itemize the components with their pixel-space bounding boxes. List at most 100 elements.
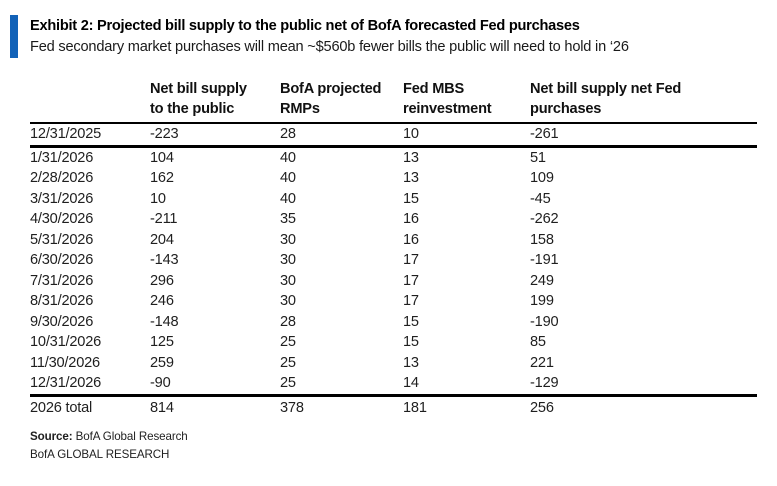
source-text: BofA Global Research (72, 429, 188, 443)
col-header-net-bill-supply-net-fed: Net bill supply net Fed purchases (530, 79, 757, 124)
table-row: 12/31/2026 -90 25 14 -129 (30, 373, 757, 395)
table-row: 12/31/2025 -223 28 10 -261 (30, 123, 757, 148)
row-value: 40 (280, 149, 296, 166)
total-value: 256 (530, 393, 757, 419)
row-date: 6/30/2026 (30, 252, 94, 268)
exhibit-page: Exhibit 2: Projected bill supply to the … (0, 15, 777, 486)
table-body: 12/31/2025 -223 28 10 -261 1/31/2026 104 40 13 51… (30, 123, 757, 395)
row-value: 28 (280, 123, 403, 148)
table-row: 4/30/2026 -211 35 16 -262 (30, 209, 757, 230)
row-value: 51 (530, 149, 546, 166)
row-value: 13 (403, 149, 419, 166)
row-value: 40 (280, 190, 296, 207)
row-value: 246 (150, 293, 174, 309)
row-value: 221 (530, 354, 554, 371)
row-date: 4/30/2026 (30, 211, 94, 227)
row-value: 10 (403, 123, 530, 148)
row-value: 125 (150, 334, 174, 350)
row-value: 14 (403, 375, 419, 391)
row-value: 259 (150, 354, 174, 371)
table-row: 9/30/2026 -148 28 15 -190 (30, 312, 757, 333)
row-date: 12/31/2026 (30, 375, 102, 391)
row-value: 85 (530, 334, 546, 350)
row-date: 10/31/2026 (30, 334, 102, 350)
row-date: 11/30/2026 (30, 354, 100, 371)
source-line: Source: BofA Global Research (30, 428, 777, 446)
table-row: 2/28/2026 162 40 13 109 (30, 168, 757, 189)
table-row: 5/31/2026 204 30 16 158 (30, 230, 757, 251)
total-label: 2026 total (30, 393, 150, 419)
row-value: 104 (150, 149, 174, 166)
col-header-net-bill-supply-public: Net bill supply to the public (150, 79, 280, 124)
row-value: -223 (150, 123, 280, 148)
row-value: 249 (530, 272, 554, 289)
row-value: -129 (530, 375, 559, 391)
row-value: 16 (403, 231, 419, 248)
row-value: -191 (530, 252, 559, 268)
row-value: -90 (150, 375, 171, 391)
row-value: -45 (530, 190, 551, 207)
row-value: -261 (530, 123, 757, 148)
row-value: 158 (530, 231, 554, 248)
row-value: 15 (403, 313, 419, 330)
table-row: 7/31/2026 296 30 17 249 (30, 271, 757, 292)
exhibit-subtitle: Fed secondary market purchases will mean… (30, 39, 629, 55)
table-row: 1/31/2026 104 40 13 51 (30, 146, 757, 168)
row-value: 30 (280, 293, 296, 309)
total-row: 2026 total 814 378 181 256 (30, 393, 757, 419)
brand-line: BofA GLOBAL RESEARCH (30, 447, 170, 461)
total-value: 378 (280, 393, 403, 419)
row-value: 25 (280, 375, 296, 391)
row-value: 162 (150, 170, 174, 186)
row-date: 5/31/2026 (30, 231, 94, 248)
row-date: 2/28/2026 (30, 170, 94, 186)
row-value: 204 (150, 231, 174, 248)
row-value: 25 (280, 334, 296, 350)
row-value: -190 (530, 313, 559, 330)
row-date: 7/31/2026 (30, 272, 94, 289)
col-header-fed-mbs-reinvestment: Fed MBS reinvestment (403, 79, 530, 124)
accent-bar (10, 15, 18, 58)
col-header-bofa-projected-rmps: BofA projected RMPs (280, 79, 403, 124)
row-value: 40 (280, 170, 296, 186)
row-value: 17 (403, 252, 419, 268)
row-date: 1/31/2026 (30, 149, 94, 166)
table-row: 3/31/2026 10 40 15 -45 (30, 189, 757, 210)
row-value: 30 (280, 252, 296, 268)
row-value: 13 (403, 170, 419, 186)
table-header-row: Net bill supply to the public BofA projec… (30, 79, 757, 124)
col-header-date (30, 79, 150, 124)
row-value: 30 (280, 231, 296, 248)
exhibit-data-table: Net bill supply to the public BofA projec… (30, 79, 757, 419)
exhibit-title: Exhibit 2: Projected bill supply to the … (30, 18, 580, 34)
row-value: 30 (280, 272, 296, 289)
row-value: 13 (403, 354, 419, 371)
row-value: -211 (150, 211, 178, 227)
row-value: -262 (530, 211, 559, 227)
total-value: 181 (403, 393, 530, 419)
row-value: 17 (403, 272, 419, 289)
row-value: 15 (403, 190, 419, 207)
table-row: 6/30/2026 -143 30 17 -191 (30, 250, 757, 271)
row-date: 12/31/2025 (30, 123, 150, 148)
source-label: Source: (30, 429, 73, 443)
row-date: 3/31/2026 (30, 190, 94, 207)
table-row: 8/31/2026 246 30 17 199 (30, 291, 757, 312)
row-value: 16 (403, 211, 419, 227)
row-value: 28 (280, 313, 296, 330)
row-value: 17 (403, 293, 419, 309)
row-value: 109 (530, 170, 554, 186)
row-value: 35 (280, 211, 296, 227)
row-value: 10 (150, 190, 166, 207)
row-value: -148 (150, 313, 179, 330)
row-value: -143 (150, 252, 179, 268)
table-row: 10/31/2026 125 25 15 85 (30, 332, 757, 353)
total-value: 814 (150, 393, 280, 419)
row-value: 296 (150, 272, 174, 289)
row-date: 9/30/2026 (30, 313, 94, 330)
title-group: Exhibit 2: Projected bill supply to the … (30, 15, 629, 58)
table-row: 11/30/2026 259 25 13 221 (30, 353, 757, 374)
exhibit-header: Exhibit 2: Projected bill supply to the … (10, 15, 777, 58)
row-value: 25 (280, 354, 296, 371)
exhibit-footer: Source: BofA Global Research BofA GLOBAL… (30, 428, 777, 464)
